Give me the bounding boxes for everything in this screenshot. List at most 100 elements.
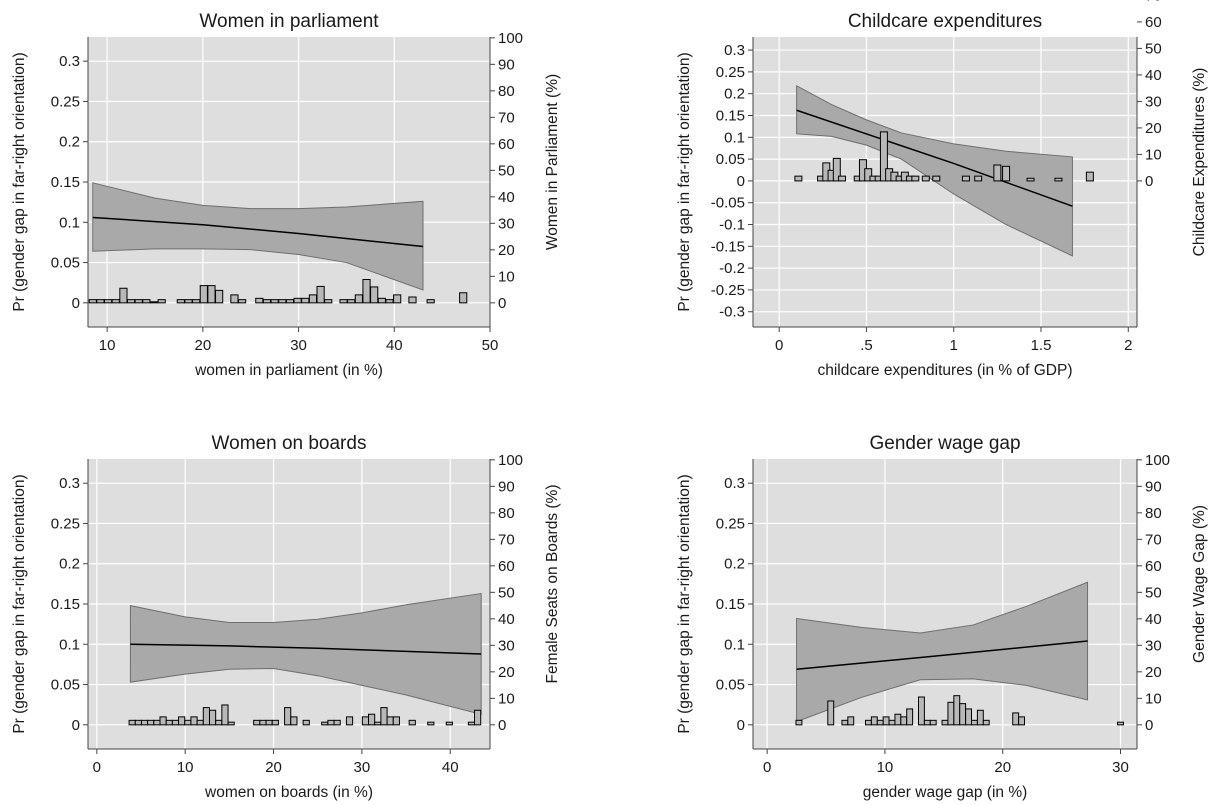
x-tick-label: 2 <box>1124 337 1132 354</box>
y-tick-label: 0.05 <box>716 677 745 694</box>
histogram-bar <box>1054 177 1063 182</box>
histogram-bar <box>377 297 386 304</box>
chart-title: Gender wage gap <box>869 433 1020 454</box>
histogram-bar <box>327 719 335 726</box>
histogram-bar <box>941 719 949 726</box>
y-tick-label: -0.2 <box>719 260 745 277</box>
x-axis-label: gender wage gap (in %) <box>863 784 1028 801</box>
y2-tick-label: 70 <box>1145 0 1162 4</box>
histogram-bar <box>864 719 872 726</box>
y-tick-label: 0.3 <box>724 475 745 492</box>
histogram-bar <box>221 704 229 726</box>
y2-axis-label: Female Seats on Boards (%) <box>544 484 561 683</box>
histogram-bar <box>159 716 167 726</box>
y-tick-label: 0.3 <box>724 42 745 59</box>
histogram-bar <box>408 719 416 726</box>
y-tick-label: 0 <box>72 717 80 734</box>
y2-tick-label: 40 <box>498 189 515 206</box>
histogram-bar <box>202 707 210 726</box>
histogram-bar <box>196 719 204 726</box>
y-tick-label: 0.15 <box>716 107 745 124</box>
confidence-band <box>796 85 1073 257</box>
x-axis-label: childcare expenditures (in % of GDP) <box>817 362 1072 379</box>
histogram-bar <box>906 708 914 726</box>
chart-title: Women in parliament <box>199 11 379 32</box>
x-tick-label: 10 <box>177 759 194 776</box>
panel-2: -0.3 -0.25 -0.2 -0.15 -0.1 -0.05 0 0.05 0.1 0.15 0… <box>676 0 1208 379</box>
histogram-bar <box>140 719 149 726</box>
y2-tick-label: 30 <box>498 215 515 232</box>
chart-title: Childcare expenditures <box>848 11 1042 32</box>
histogram-bar <box>900 716 908 726</box>
histogram-bar <box>1117 721 1124 726</box>
chart-title: Women on boards <box>212 433 367 454</box>
y-tick-label: -0.15 <box>711 238 745 255</box>
histogram-bar <box>467 721 476 726</box>
histogram-bar <box>929 719 937 726</box>
y-axis-label: Pr (gender gap in far-right orientation) <box>676 52 693 311</box>
histogram-bar <box>961 175 970 182</box>
histogram-bar <box>142 299 151 304</box>
histogram-bar <box>917 696 925 726</box>
histogram-bar <box>827 700 835 726</box>
x-tick-label: 1.5 <box>1031 337 1052 354</box>
histogram-bar <box>149 301 159 304</box>
y-tick-label: 0.2 <box>59 134 80 151</box>
y2-tick-label: 60 <box>1145 558 1162 575</box>
x-tick-label: 50 <box>482 337 499 354</box>
histogram-bar <box>270 299 279 304</box>
x-tick-label: 30 <box>354 759 371 776</box>
y2-tick-label: 50 <box>498 162 515 179</box>
y-tick-label: 0.15 <box>716 596 745 613</box>
histogram-bar <box>339 299 348 304</box>
histogram-bar <box>427 721 435 726</box>
histogram-bar <box>923 719 931 726</box>
histogram-bar <box>832 157 841 182</box>
histogram-bar <box>126 299 136 304</box>
histogram-bar <box>361 716 370 726</box>
y2-tick-label: 30 <box>1145 637 1162 654</box>
histogram-bar <box>278 299 287 304</box>
histogram-bar <box>882 716 890 726</box>
histogram-bar <box>976 709 984 726</box>
y2-tick-label: 20 <box>1145 664 1162 681</box>
histogram-bar <box>215 289 224 304</box>
histogram-bar <box>1012 712 1020 726</box>
histogram-bar <box>119 287 128 304</box>
histogram-bar <box>1002 165 1011 182</box>
histogram-bar <box>230 294 239 304</box>
histogram-bar <box>347 299 356 304</box>
y2-tick-label: 80 <box>498 83 515 100</box>
histogram-bar <box>879 131 888 182</box>
histogram-bar <box>982 719 990 726</box>
histogram-bar <box>290 716 298 726</box>
histogram-bar <box>316 285 325 304</box>
histogram-bar <box>392 716 400 726</box>
y2-tick-label: 20 <box>498 664 515 681</box>
x-tick-label: 40 <box>442 759 459 776</box>
histogram-bar <box>324 299 333 304</box>
y2-tick-label: 0 <box>1145 717 1153 734</box>
x-tick-label: 30 <box>1112 759 1129 776</box>
histogram-bar <box>870 716 878 726</box>
y-tick-label: 0.1 <box>59 214 80 231</box>
histogram-bar <box>932 175 941 182</box>
x-tick-label: 20 <box>994 759 1011 776</box>
histogram-bar <box>176 299 185 304</box>
y2-tick-label: 100 <box>498 452 523 469</box>
y2-axis-label: Childcare Expenditures (%) <box>1191 68 1208 257</box>
histogram-bar <box>96 299 105 304</box>
y2-tick-label: 90 <box>1145 478 1162 495</box>
histogram-bar <box>165 719 173 726</box>
histogram-bar <box>134 719 142 726</box>
y2-tick-label: 80 <box>1145 505 1162 522</box>
histogram-bar <box>192 299 201 304</box>
y-tick-label: 0.05 <box>51 255 80 272</box>
y-tick-label: 0.1 <box>724 129 745 146</box>
histogram-bar <box>253 719 261 726</box>
y-axis-label: Pr (gender gap in far-right orientation) <box>11 52 28 311</box>
y2-tick-label: 0 <box>498 717 506 734</box>
histogram-bar <box>953 695 961 726</box>
y-tick-label: 0.05 <box>51 677 80 694</box>
histogram-bar <box>888 719 896 726</box>
